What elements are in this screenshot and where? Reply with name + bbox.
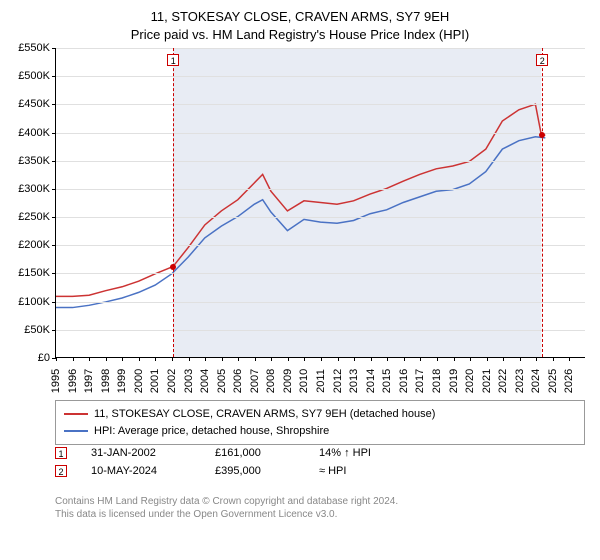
x-axis-label: 2010 [298,369,310,393]
sale-price: £161,000 [215,447,295,459]
x-axis-label: 2014 [365,369,377,393]
y-axis-label: £300K [18,183,50,195]
credits-block: Contains HM Land Registry data © Crown c… [55,495,585,521]
sale-date: 10-MAY-2024 [91,465,191,477]
sale-hpi: 14% ↑ HPI [319,447,399,459]
y-axis-label: £550K [18,42,50,54]
x-axis-label: 2019 [448,369,460,393]
x-axis-label: 2023 [514,369,526,393]
x-axis-label: 2009 [282,369,294,393]
x-axis-label: 2004 [199,369,211,393]
x-axis-label: 2022 [497,369,509,393]
credits-line: This data is licensed under the Open Gov… [55,508,585,521]
y-axis-label: £150K [18,267,50,279]
plot-region: £0£50K£100K£150K£200K£250K£300K£350K£400… [55,48,585,358]
legend-row: 11, STOKESAY CLOSE, CRAVEN ARMS, SY7 9EH… [64,406,576,423]
x-axis-label: 1995 [50,369,62,393]
x-axis-label: 1999 [116,369,128,393]
x-axis-label: 2026 [563,369,575,393]
x-axis-label: 2006 [232,369,244,393]
x-axis-label: 2016 [398,369,410,393]
sale-marker-icon: 2 [55,465,67,477]
x-axis-label: 2001 [149,369,161,393]
legend-label: 11, STOKESAY CLOSE, CRAVEN ARMS, SY7 9EH… [94,406,435,423]
x-axis-label: 2005 [216,369,228,393]
sale-marker-box: 1 [167,54,179,66]
y-axis-label: £200K [18,239,50,251]
x-axis-label: 2008 [265,369,277,393]
x-axis-label: 2020 [464,369,476,393]
y-axis-label: £250K [18,211,50,223]
y-axis-label: £0 [38,352,50,364]
x-axis-label: 2011 [315,369,327,393]
legend-swatch [64,413,88,415]
x-axis-label: 2013 [348,369,360,393]
x-axis-label: 2002 [166,369,178,393]
title-subtitle: Price paid vs. HM Land Registry's House … [10,26,590,44]
title-address: 11, STOKESAY CLOSE, CRAVEN ARMS, SY7 9EH [10,8,590,26]
x-axis-label: 1998 [100,369,112,393]
y-axis-label: £450K [18,98,50,110]
x-axis-label: 2012 [332,369,344,393]
sale-price: £395,000 [215,465,295,477]
y-axis-label: £400K [18,127,50,139]
x-axis-label: 2025 [547,369,559,393]
legend-swatch [64,430,88,432]
x-axis-label: 2024 [530,369,542,393]
legend-row: HPI: Average price, detached house, Shro… [64,423,576,440]
x-axis-label: 2015 [381,369,393,393]
chart-lines-svg [56,48,585,357]
credits-line: Contains HM Land Registry data © Crown c… [55,495,585,508]
sale-row: 1 31-JAN-2002 £161,000 14% ↑ HPI [55,444,585,462]
x-axis-label: 2007 [249,369,261,393]
x-axis-label: 2021 [481,369,493,393]
sale-row: 2 10-MAY-2024 £395,000 ≈ HPI [55,462,585,480]
x-axis-label: 1996 [67,369,79,393]
chart-container: 11, STOKESAY CLOSE, CRAVEN ARMS, SY7 9EH… [0,0,600,560]
y-axis-label: £500K [18,70,50,82]
chart-plot-area: £0£50K£100K£150K£200K£250K£300K£350K£400… [55,48,585,358]
x-axis-label: 2000 [133,369,145,393]
chart-title-block: 11, STOKESAY CLOSE, CRAVEN ARMS, SY7 9EH… [0,0,600,48]
chart-legend: 11, STOKESAY CLOSE, CRAVEN ARMS, SY7 9EH… [55,400,585,445]
sale-marker-icon: 1 [55,447,67,459]
sale-marker-box: 2 [536,54,548,66]
x-axis-label: 2003 [183,369,195,393]
sale-hpi: ≈ HPI [319,465,399,477]
y-axis-label: £100K [18,296,50,308]
x-axis-label: 2018 [431,369,443,393]
y-axis-label: £50K [24,324,50,336]
x-axis-label: 1997 [83,369,95,393]
sale-date: 31-JAN-2002 [91,447,191,459]
x-axis-label: 2017 [414,369,426,393]
sales-table: 1 31-JAN-2002 £161,000 14% ↑ HPI 2 10-MA… [55,444,585,480]
legend-label: HPI: Average price, detached house, Shro… [94,423,329,440]
y-axis-label: £350K [18,155,50,167]
